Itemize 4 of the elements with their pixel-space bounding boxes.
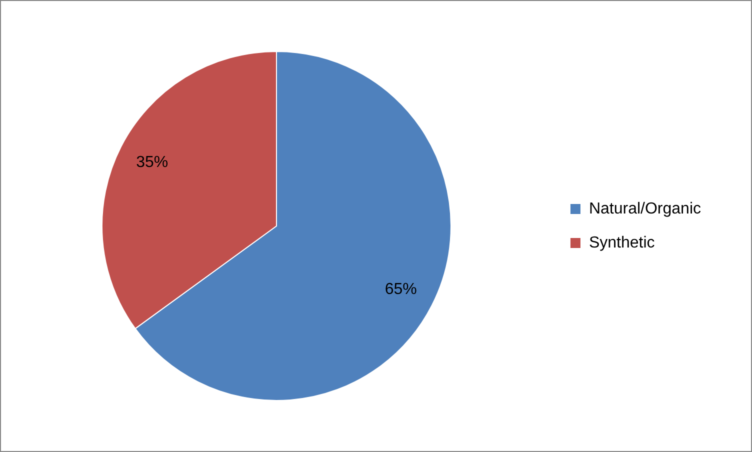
data-label: 65% — [384, 280, 417, 298]
legend-label: Natural/Organic — [588, 200, 701, 218]
data-label: 35% — [136, 154, 168, 172]
legend-label: Synthetic — [588, 234, 655, 252]
